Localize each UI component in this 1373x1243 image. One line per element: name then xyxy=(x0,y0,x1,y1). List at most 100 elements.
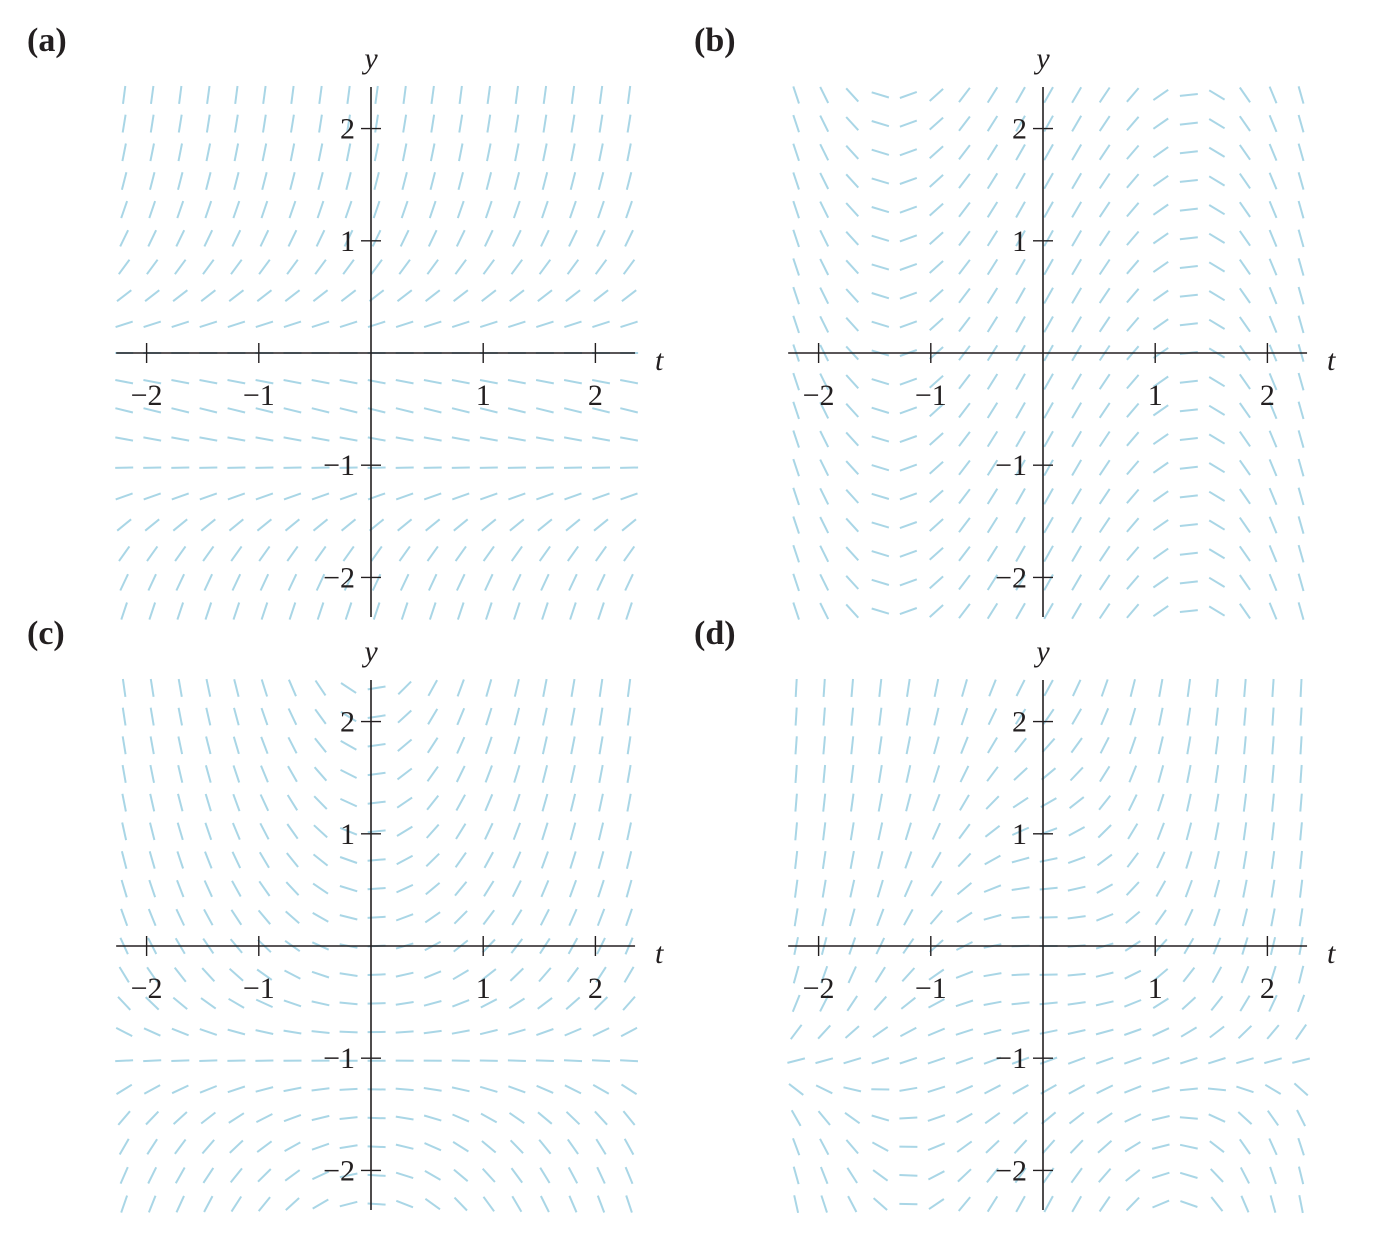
slope-mark xyxy=(876,879,884,898)
slope-mark xyxy=(481,289,497,302)
slope-mark xyxy=(1099,765,1111,783)
slope-mark xyxy=(1268,143,1278,161)
slope-mark xyxy=(877,851,884,869)
slope-mark xyxy=(1208,318,1226,330)
slope-mark xyxy=(620,492,638,501)
slope-mark xyxy=(511,1195,523,1213)
slope-mark xyxy=(819,201,830,219)
slope-mark xyxy=(119,229,129,247)
slope-mark xyxy=(228,518,244,532)
slope-mark xyxy=(513,171,521,190)
slope-mark xyxy=(423,1087,442,1092)
panel-label: (c) xyxy=(27,615,65,652)
slope-mark xyxy=(426,737,439,754)
slope-mark xyxy=(372,602,381,620)
slope-mark xyxy=(871,578,890,586)
slope-mark xyxy=(1126,202,1140,218)
slope-mark xyxy=(511,909,523,926)
slope-mark xyxy=(343,229,354,247)
slope-mark xyxy=(845,317,860,332)
slope-mark xyxy=(792,372,800,391)
slope-mark xyxy=(510,545,523,562)
slope-mark xyxy=(150,85,155,105)
slope-mark xyxy=(1126,173,1140,189)
slope-mark xyxy=(1015,86,1026,104)
slope-mark xyxy=(927,1056,946,1065)
slope-mark xyxy=(396,796,413,809)
slope-mark xyxy=(1208,1057,1226,1065)
slope-mark xyxy=(313,824,328,839)
slope-mark xyxy=(397,738,413,752)
slope-mark xyxy=(1098,287,1111,304)
slope-mark xyxy=(311,1142,330,1151)
slope-mark xyxy=(260,736,269,755)
slope-mark xyxy=(1011,826,1030,836)
slope-mark xyxy=(1011,886,1030,891)
slope-mark xyxy=(511,880,522,898)
slope-mark xyxy=(598,114,604,133)
slope-mark xyxy=(339,1200,358,1208)
slope-mark xyxy=(819,143,830,161)
slope-mark xyxy=(339,1001,358,1006)
slope-mark xyxy=(205,171,212,190)
slope-mark xyxy=(424,289,441,302)
slope-mark xyxy=(255,1113,273,1123)
slope-mark xyxy=(871,607,890,615)
slope-mark xyxy=(819,487,830,505)
slope-mark xyxy=(928,1198,945,1210)
slope-mark xyxy=(927,1114,946,1122)
slope-mark xyxy=(513,765,521,783)
slope-mark xyxy=(569,851,577,869)
slope-mark xyxy=(958,545,971,562)
slope-mark xyxy=(1071,115,1083,132)
slope-mark xyxy=(566,545,580,562)
slope-mark xyxy=(1011,856,1030,864)
slope-mark xyxy=(1238,402,1251,419)
t-axis-label: t xyxy=(655,344,664,377)
slope-mark xyxy=(1268,430,1278,448)
slope-mark xyxy=(899,435,918,444)
slope-mark xyxy=(1098,794,1112,811)
slope-mark xyxy=(1071,574,1083,591)
slope-mark xyxy=(1180,1200,1198,1208)
slope-mark xyxy=(509,1139,524,1154)
slope-mark xyxy=(1241,908,1249,927)
slope-mark xyxy=(1238,115,1251,132)
slope-mark xyxy=(878,707,883,726)
slope-mark xyxy=(901,967,916,982)
slope-mark xyxy=(340,518,357,532)
slope-mark xyxy=(819,459,830,477)
slope-mark xyxy=(121,764,127,783)
slope-mark xyxy=(340,682,357,694)
slope-mark xyxy=(792,573,800,592)
slope-mark xyxy=(1071,459,1083,477)
y-tick-label: −1 xyxy=(323,1042,355,1075)
slope-mark xyxy=(455,794,466,811)
slope-mark xyxy=(1270,879,1276,898)
slope-mark xyxy=(1067,1056,1086,1065)
slope-mark xyxy=(177,793,184,812)
slope-mark xyxy=(317,171,324,190)
slope-mark xyxy=(1238,603,1251,620)
slope-mark xyxy=(929,145,944,160)
slope-mark xyxy=(423,1114,442,1122)
slope-mark xyxy=(984,1111,1001,1125)
x-tick-label: 1 xyxy=(1148,972,1163,1005)
slope-mark xyxy=(1238,173,1251,189)
slope-mark xyxy=(149,171,156,190)
slope-mark xyxy=(482,259,496,275)
slope-mark xyxy=(1069,766,1084,782)
slope-mark xyxy=(1099,736,1110,754)
slope-field-d: −2 −1 1 2 2 1 −1 −2 t y xyxy=(787,635,1336,1214)
slope-mark xyxy=(255,492,274,501)
slope-mark xyxy=(1179,1087,1198,1092)
slope-mark xyxy=(285,910,300,925)
slope-mark xyxy=(986,230,999,247)
slope-mark xyxy=(1238,574,1251,591)
slope-mark xyxy=(256,1140,273,1153)
slope-mark xyxy=(899,205,918,214)
slope-mark xyxy=(1179,322,1198,327)
slope-mark xyxy=(593,518,609,532)
slope-mark xyxy=(1098,517,1111,534)
slope-mark xyxy=(286,823,299,840)
